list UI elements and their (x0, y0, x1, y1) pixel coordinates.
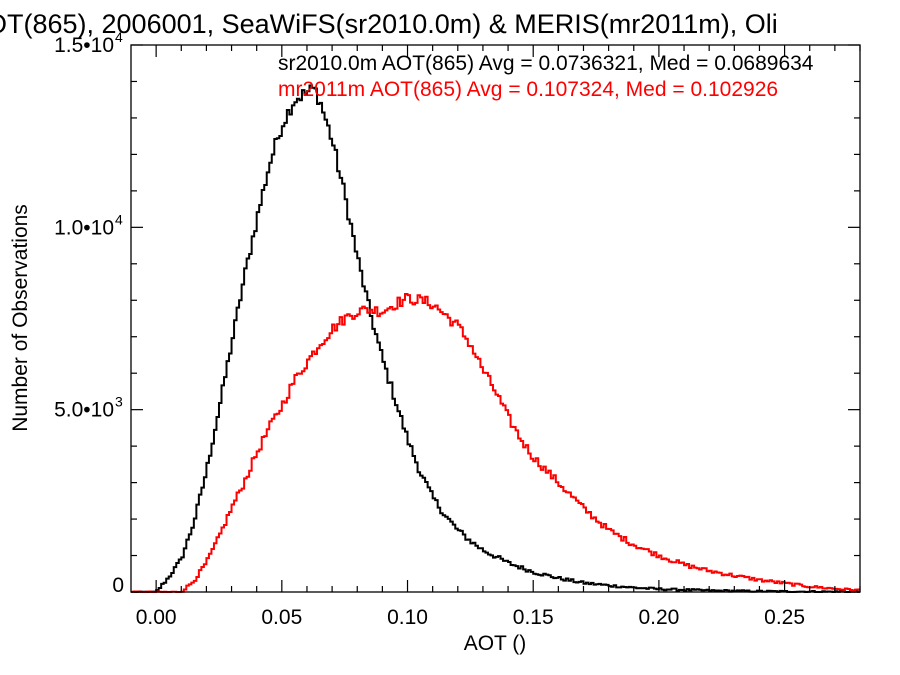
series-line-0 (131, 84, 860, 593)
y-tick-label: 1.0•10 (54, 216, 114, 239)
x-tick-label: 0.20 (638, 606, 679, 629)
x-axis-label: AOT () (464, 632, 527, 655)
y-tick-label-exponent: 4 (115, 211, 123, 227)
legend-entry-mr2011: mr2011m AOT(865) Avg = 0.107324, Med = 0… (278, 78, 778, 101)
y-tick-label: 0 (112, 574, 124, 597)
y-tick-label-exponent: 4 (115, 29, 123, 45)
x-tick-label: 0.10 (387, 606, 428, 629)
y-tick-label: 5.0•10 (54, 399, 114, 422)
y-tick-label: 1.5•10 (54, 34, 114, 57)
x-axis: 0.00 0.05 0.10 0.15 0.20 0.25 (136, 45, 861, 629)
chart-title: OT(865), 2006001, SeaWiFS(sr2010.0m) & M… (0, 9, 778, 39)
x-tick-label: 0.00 (136, 606, 177, 629)
legend-entry-sr2010: sr2010.0m AOT(865) Avg = 0.0736321, Med … (278, 52, 814, 75)
series-layer (131, 84, 860, 593)
x-tick-label: 0.05 (261, 606, 302, 629)
y-tick-label-exponent: 3 (115, 394, 123, 410)
x-tick-label: 0.15 (513, 606, 554, 629)
plot-frame (130, 44, 861, 593)
y-axis: 05.0•10 31.0•10 41.5•10 4 (54, 29, 860, 597)
x-tick-label: 0.25 (764, 606, 805, 629)
y-axis-label: Number of Observations (9, 204, 32, 432)
series-line-1 (131, 292, 860, 593)
